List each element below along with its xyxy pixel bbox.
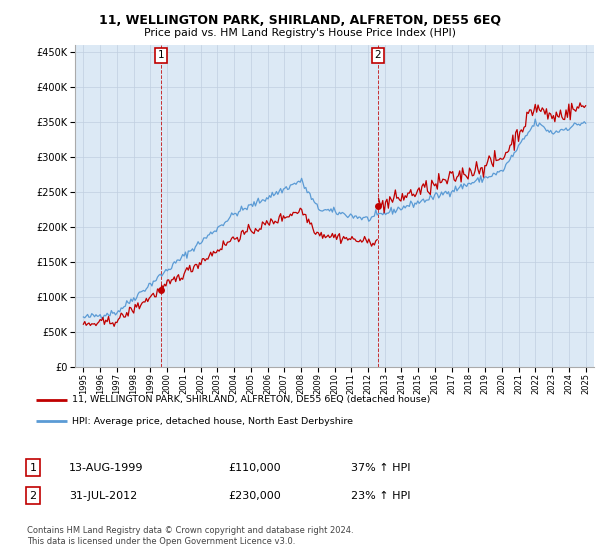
Text: 37% ↑ HPI: 37% ↑ HPI: [351, 463, 410, 473]
Text: 1: 1: [29, 463, 37, 473]
Text: 1: 1: [157, 50, 164, 60]
Text: Price paid vs. HM Land Registry's House Price Index (HPI): Price paid vs. HM Land Registry's House …: [144, 28, 456, 38]
Text: Contains HM Land Registry data © Crown copyright and database right 2024.
This d: Contains HM Land Registry data © Crown c…: [27, 526, 353, 546]
Text: 11, WELLINGTON PARK, SHIRLAND, ALFRETON, DE55 6EQ (detached house): 11, WELLINGTON PARK, SHIRLAND, ALFRETON,…: [73, 395, 431, 404]
Text: 2: 2: [29, 491, 37, 501]
Text: 31-JUL-2012: 31-JUL-2012: [69, 491, 137, 501]
Text: 23% ↑ HPI: 23% ↑ HPI: [351, 491, 410, 501]
Text: 2: 2: [374, 50, 381, 60]
Text: £230,000: £230,000: [228, 491, 281, 501]
Text: HPI: Average price, detached house, North East Derbyshire: HPI: Average price, detached house, Nort…: [73, 417, 353, 426]
Text: 13-AUG-1999: 13-AUG-1999: [69, 463, 143, 473]
Text: £110,000: £110,000: [228, 463, 281, 473]
Text: 11, WELLINGTON PARK, SHIRLAND, ALFRETON, DE55 6EQ: 11, WELLINGTON PARK, SHIRLAND, ALFRETON,…: [99, 14, 501, 27]
